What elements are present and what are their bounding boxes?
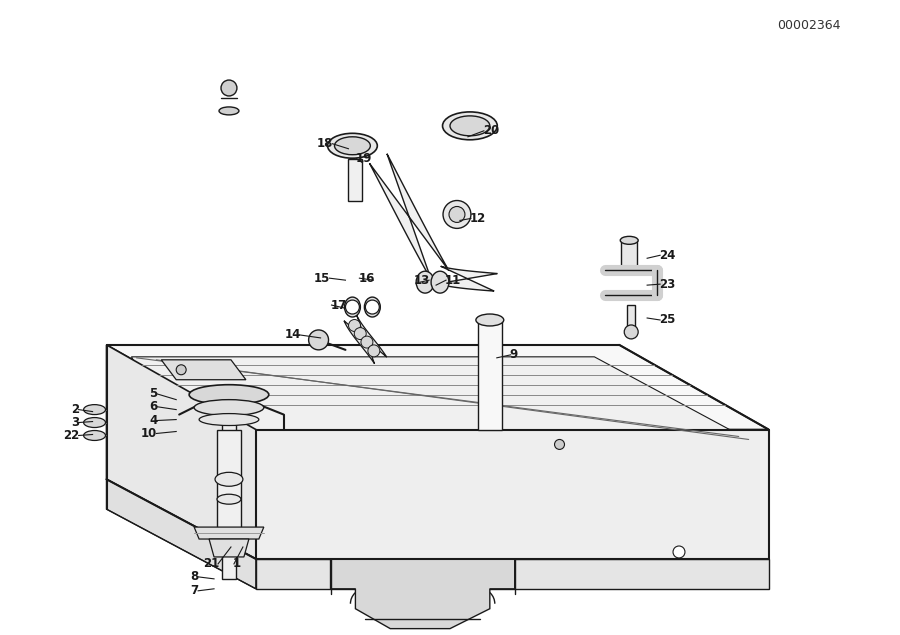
Polygon shape <box>217 429 241 529</box>
Ellipse shape <box>217 494 241 504</box>
Polygon shape <box>370 154 449 280</box>
Text: 9: 9 <box>509 349 518 361</box>
Ellipse shape <box>215 472 243 486</box>
Polygon shape <box>256 429 769 559</box>
Text: 20: 20 <box>483 124 500 137</box>
Text: 15: 15 <box>314 272 330 284</box>
Polygon shape <box>209 539 249 557</box>
Text: 10: 10 <box>141 427 158 440</box>
Text: 5: 5 <box>149 387 158 400</box>
Circle shape <box>346 300 359 314</box>
Polygon shape <box>344 314 387 364</box>
Ellipse shape <box>84 418 105 427</box>
Polygon shape <box>106 345 769 429</box>
Polygon shape <box>161 360 246 380</box>
Polygon shape <box>106 345 256 559</box>
Text: 7: 7 <box>190 584 198 598</box>
Text: 19: 19 <box>356 152 372 165</box>
Polygon shape <box>222 385 236 579</box>
Polygon shape <box>627 305 635 330</box>
Ellipse shape <box>620 236 638 244</box>
Circle shape <box>625 325 638 339</box>
Ellipse shape <box>431 271 449 293</box>
Ellipse shape <box>194 399 264 415</box>
Polygon shape <box>478 320 502 429</box>
Ellipse shape <box>443 112 498 140</box>
Polygon shape <box>330 559 515 629</box>
Ellipse shape <box>189 385 269 404</box>
Circle shape <box>355 328 366 340</box>
Text: 14: 14 <box>284 328 301 342</box>
Ellipse shape <box>328 133 377 158</box>
Text: 22: 22 <box>63 429 79 442</box>
Text: 00002364: 00002364 <box>777 19 841 32</box>
Circle shape <box>348 319 361 331</box>
Ellipse shape <box>84 431 105 441</box>
Text: 4: 4 <box>149 414 158 427</box>
Text: 1: 1 <box>233 558 241 570</box>
Polygon shape <box>194 527 264 539</box>
Text: 3: 3 <box>71 416 79 429</box>
Polygon shape <box>348 159 363 201</box>
Polygon shape <box>131 357 739 434</box>
Text: 17: 17 <box>330 298 346 312</box>
Circle shape <box>443 201 471 229</box>
Ellipse shape <box>335 137 370 155</box>
Circle shape <box>368 345 380 357</box>
Circle shape <box>309 330 328 350</box>
Text: 25: 25 <box>659 314 676 326</box>
Ellipse shape <box>450 116 490 136</box>
Text: 23: 23 <box>659 277 675 291</box>
Circle shape <box>673 546 685 558</box>
Text: 21: 21 <box>202 558 219 570</box>
Circle shape <box>221 80 237 96</box>
Text: 8: 8 <box>190 570 198 584</box>
Circle shape <box>365 300 379 314</box>
Text: 6: 6 <box>149 400 158 413</box>
Text: 2: 2 <box>71 403 79 416</box>
Ellipse shape <box>364 297 381 317</box>
Circle shape <box>361 336 373 348</box>
Ellipse shape <box>84 404 105 415</box>
Ellipse shape <box>476 314 504 326</box>
Text: 12: 12 <box>470 212 486 225</box>
Polygon shape <box>256 559 769 589</box>
Polygon shape <box>106 479 256 589</box>
Ellipse shape <box>416 271 434 293</box>
Text: 16: 16 <box>358 272 374 284</box>
Text: 18: 18 <box>317 137 334 150</box>
Circle shape <box>449 206 465 222</box>
Polygon shape <box>621 240 637 268</box>
Ellipse shape <box>219 107 238 115</box>
Text: 13: 13 <box>414 274 430 286</box>
Circle shape <box>554 439 564 450</box>
Text: 11: 11 <box>445 274 462 286</box>
Ellipse shape <box>345 297 360 317</box>
Text: 24: 24 <box>659 249 676 262</box>
Circle shape <box>176 364 186 375</box>
Polygon shape <box>437 266 498 291</box>
Ellipse shape <box>199 413 259 425</box>
